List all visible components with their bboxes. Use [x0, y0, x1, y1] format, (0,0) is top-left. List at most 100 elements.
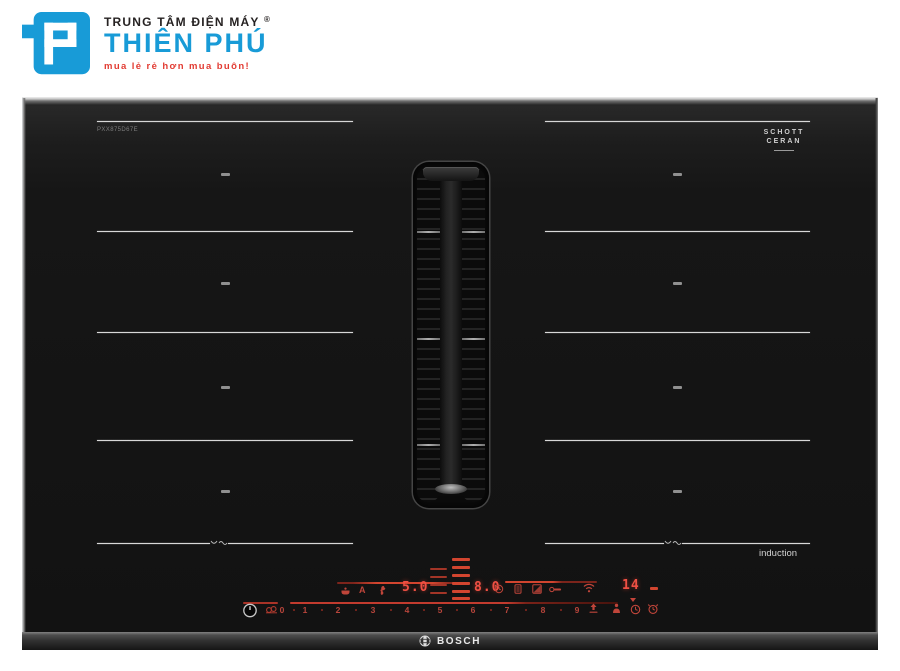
grille-divider [462, 231, 485, 233]
level-bar [452, 597, 470, 600]
zone-line [545, 332, 810, 333]
scale-number: 6 [470, 605, 476, 615]
schott-ceran-mark: SCHOTT CERAN [762, 129, 806, 151]
level-bar [430, 592, 447, 594]
vent-knob [435, 484, 467, 494]
registered-mark: ® [263, 15, 270, 24]
auto-mode-icon: A [359, 585, 366, 595]
scale-dot [293, 609, 295, 611]
melt-pot-icon [341, 587, 350, 595]
zone-line [97, 440, 353, 441]
bosch-logo-icon [419, 635, 431, 647]
scale-number: 0 [279, 605, 285, 615]
left-zone-display: 5.0 [402, 580, 429, 595]
vent-module [413, 162, 489, 508]
vent-grille-left [417, 168, 440, 502]
zone-line [97, 231, 353, 232]
scale-dot [423, 609, 425, 611]
child-lock-icon [613, 603, 620, 613]
zone-line [682, 543, 810, 544]
zone-marker [673, 282, 682, 285]
store-logo: TRUNG TÂM ĐIỆN MÁY ® THIÊN PHÚ mua lẻ rẻ… [22, 10, 270, 84]
panel-line [337, 582, 470, 584]
level-bar [452, 582, 470, 585]
zone-marker [221, 386, 230, 389]
pan-detection-icon [266, 606, 277, 614]
store-name-main: THIÊN PHÚ [104, 28, 268, 58]
bosch-wordmark: BOSCH [436, 635, 482, 647]
level-bar [452, 558, 470, 561]
alarm-clock-icon [647, 604, 659, 614]
cooking-timer-icon [630, 604, 641, 615]
vent-center-bar [440, 178, 462, 490]
vent-grille-right [462, 168, 485, 502]
grille-divider [462, 444, 485, 446]
timer-dash [650, 587, 658, 590]
zone-marker [221, 173, 230, 176]
scale-number: 4 [404, 605, 410, 615]
service-wrench-icon [549, 586, 562, 593]
scale-dot [390, 609, 392, 611]
top-bevel-edge [22, 97, 878, 107]
move-zone-icon [589, 603, 598, 613]
vent-handle [423, 167, 479, 181]
zone-line [97, 121, 353, 122]
zone-line [545, 121, 810, 122]
timer-pointer [630, 598, 636, 602]
zone-line [97, 332, 353, 333]
thien-phu-logo-icon [22, 12, 90, 75]
induction-label: induction [759, 548, 798, 559]
level-bar [430, 576, 447, 578]
zone-line [545, 543, 664, 544]
panel-line [243, 602, 278, 604]
scale-number: 8 [540, 605, 546, 615]
level-bar [452, 566, 470, 569]
scale-dot [456, 609, 458, 611]
scale-number: 2 [335, 605, 341, 615]
zone-marker [221, 490, 230, 493]
level-bar [452, 574, 470, 577]
store-tagline: mua lẻ rẻ hơn mua buôn! [104, 61, 251, 73]
timer-small-icon [494, 584, 504, 594]
timer-display: 14 [622, 578, 640, 593]
pan-sensor-icon [210, 540, 228, 545]
level-bar [430, 584, 447, 586]
zone-marker [221, 282, 230, 285]
right-bevel-edge [875, 98, 878, 632]
grille-divider [417, 231, 440, 233]
zone-line [545, 440, 810, 441]
grease-filter-icon [514, 584, 522, 594]
scale-number: 7 [504, 605, 510, 615]
scale-dot [525, 609, 527, 611]
model-number: PXX875D67E [97, 127, 139, 133]
grille-divider [462, 338, 485, 340]
scale-number: 3 [370, 605, 376, 615]
wifi-icon [583, 583, 595, 593]
grille-divider [417, 338, 440, 340]
power-slider-track [290, 602, 618, 604]
scale-dot [321, 609, 323, 611]
scale-dot [560, 609, 562, 611]
left-bevel-edge [22, 98, 26, 632]
zone-line [545, 231, 810, 232]
level-bar [452, 590, 470, 593]
fan-icon [380, 586, 386, 595]
zone-marker [673, 386, 682, 389]
panel-line [505, 581, 597, 583]
scale-number: 9 [574, 605, 580, 615]
charcoal-filter-icon [532, 584, 542, 594]
zone-marker [673, 490, 682, 493]
scale-number: 5 [437, 605, 443, 615]
zone-line [97, 543, 210, 544]
zone-line [228, 543, 353, 544]
right-zone-display: 8.0 [474, 580, 501, 595]
store-name-top: TRUNG TÂM ĐIỆN MÁY ® [104, 15, 270, 29]
store-logo-text: TRUNG TÂM ĐIỆN MÁY ® THIÊN PHÚ mua lẻ rẻ… [104, 10, 270, 72]
zone-marker [673, 173, 682, 176]
front-edge-strip: BOSCH [22, 632, 878, 650]
scale-number: 1 [302, 605, 308, 615]
induction-cooktop: PXX875D67E SCHOTT CERAN induction [22, 97, 878, 650]
pan-sensor-icon [664, 540, 682, 545]
power-icon [243, 603, 257, 618]
